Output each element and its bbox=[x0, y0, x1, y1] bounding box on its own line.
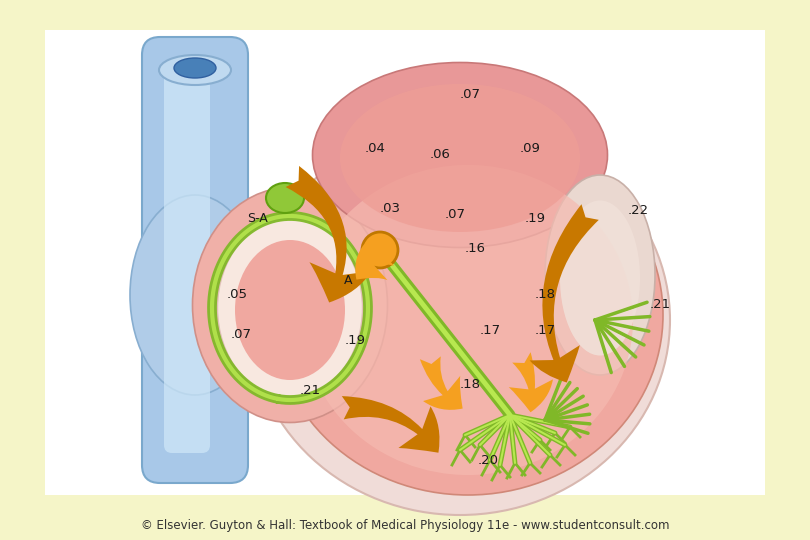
Ellipse shape bbox=[193, 187, 387, 422]
Text: .21: .21 bbox=[300, 383, 321, 396]
Text: S-A: S-A bbox=[248, 212, 268, 225]
Text: .18: .18 bbox=[535, 288, 556, 301]
Ellipse shape bbox=[273, 135, 663, 495]
Ellipse shape bbox=[313, 63, 608, 247]
FancyBboxPatch shape bbox=[45, 30, 765, 495]
Text: .09: .09 bbox=[519, 141, 540, 154]
Ellipse shape bbox=[218, 218, 363, 398]
Circle shape bbox=[362, 232, 398, 268]
Ellipse shape bbox=[340, 84, 580, 232]
Text: .03: .03 bbox=[380, 201, 400, 214]
Text: .07: .07 bbox=[231, 328, 251, 341]
Text: © Elsevier. Guyton & Hall: Textbook of Medical Physiology 11e - www.studentconsu: © Elsevier. Guyton & Hall: Textbook of M… bbox=[141, 518, 669, 531]
Text: .19: .19 bbox=[525, 212, 545, 225]
Text: A: A bbox=[343, 273, 352, 287]
Text: .17: .17 bbox=[535, 323, 556, 336]
Ellipse shape bbox=[235, 240, 345, 380]
Text: .07: .07 bbox=[459, 89, 480, 102]
FancyBboxPatch shape bbox=[164, 67, 210, 453]
Text: .20: .20 bbox=[478, 454, 498, 467]
Text: .05: .05 bbox=[227, 288, 248, 301]
Ellipse shape bbox=[545, 175, 655, 375]
Text: .22: .22 bbox=[628, 204, 649, 217]
Ellipse shape bbox=[560, 200, 640, 355]
Ellipse shape bbox=[266, 183, 304, 213]
Text: .21: .21 bbox=[650, 299, 671, 312]
Ellipse shape bbox=[250, 125, 670, 515]
Ellipse shape bbox=[303, 165, 633, 475]
Text: .16: .16 bbox=[464, 241, 485, 254]
Text: .18: .18 bbox=[459, 379, 480, 392]
Ellipse shape bbox=[174, 58, 216, 78]
Text: .07: .07 bbox=[445, 208, 466, 221]
Text: .06: .06 bbox=[429, 148, 450, 161]
Text: .19: .19 bbox=[344, 334, 365, 347]
Text: .17: .17 bbox=[480, 323, 501, 336]
Ellipse shape bbox=[159, 55, 231, 85]
FancyBboxPatch shape bbox=[142, 37, 248, 483]
Ellipse shape bbox=[130, 195, 260, 395]
Text: .04: .04 bbox=[364, 141, 386, 154]
